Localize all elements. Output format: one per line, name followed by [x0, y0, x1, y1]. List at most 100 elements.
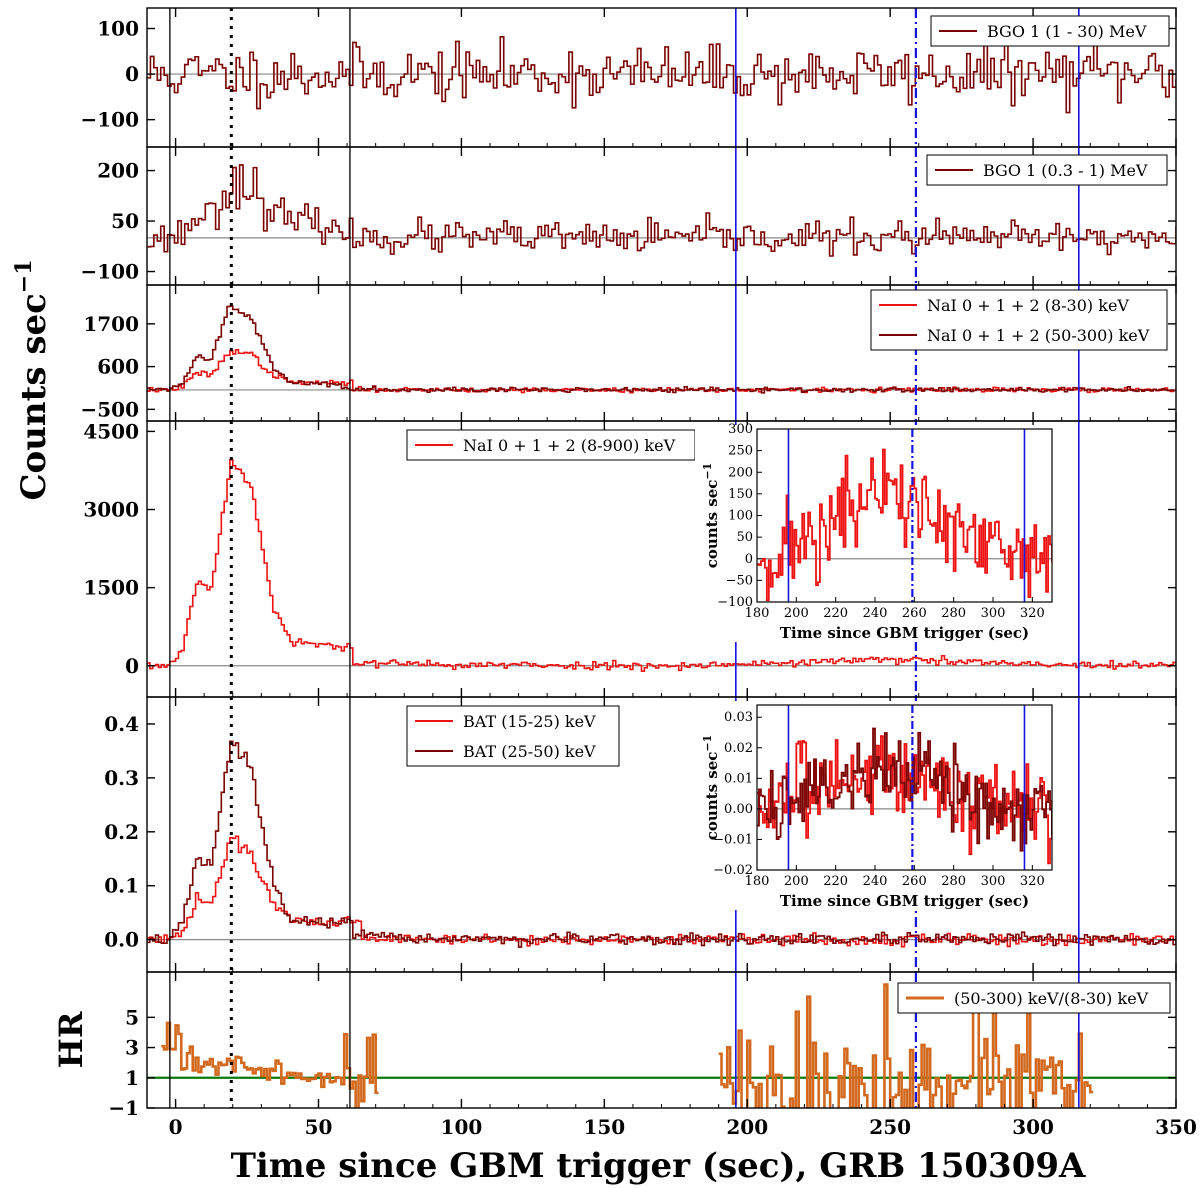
inset-plot-area [757, 705, 1052, 870]
legend-box [406, 705, 620, 767]
inset-y-tick-label: 50 [736, 530, 753, 545]
panel-bat: 0.4 0.3 0.2 0.1 0.0 BAT (15-25) keV BAT (25-50… [104, 696, 1177, 973]
inset-x-tick-label: 240 [863, 874, 888, 889]
inset-y-tick-label: 100 [728, 509, 753, 524]
legend-box [897, 982, 1171, 1014]
inset-series-line-bat-25-50-kev [757, 727, 1052, 852]
plot-area [147, 972, 1176, 1108]
panel-bgo-low: 200 50 −100 BGO 1 (0.3 - 1) MeV [80, 146, 1177, 286]
legend: BAT (15-25) keV BAT (25-50) keV [406, 705, 620, 767]
inset-y-tick-label: 150 [728, 487, 753, 502]
inset-frame [756, 704, 1053, 871]
y-axis-title-text: Counts sec [14, 293, 54, 500]
y-tick-label: 0.3 [104, 766, 139, 790]
inset-y-title: counts sec−1 [701, 463, 721, 569]
inset-y-tick-label: 0.00 [724, 802, 753, 817]
x-tick-label: 250 [869, 1115, 911, 1139]
y-tick-label: −100 [80, 108, 139, 132]
y-tick-label: −500 [80, 397, 139, 421]
inset-y-tick-label: −0.02 [713, 863, 753, 878]
inset-y-tick-label: −50 [726, 573, 753, 588]
hr-axis-title: HR [52, 1011, 90, 1068]
inset-x-tick-label: 300 [981, 606, 1006, 621]
y-tick-label: 0 [125, 654, 139, 678]
plot-area [147, 285, 1176, 421]
x-tick-label: 200 [726, 1115, 768, 1139]
inset-x-tick-label: 200 [784, 874, 809, 889]
y-tick-label: 0.1 [104, 874, 139, 898]
y-tick-label: −1 [108, 1096, 139, 1120]
series-line-nai-0-1-2-8-900-kev [147, 458, 1176, 672]
inset-y-tick-label: −100 [717, 595, 753, 610]
x-tick-label: 0 [169, 1115, 183, 1139]
y-tick-label: 0 [125, 62, 139, 86]
legend-label: NaI 0 + 1 + 2 (8-30) keV [927, 296, 1129, 315]
legend-label: NaI 0 + 1 + 2 (50-300) keV [927, 326, 1150, 345]
inset-plot-area [757, 429, 1052, 602]
inset-y-title-text: counts sec [703, 480, 721, 569]
inset-y-tick-label: 0 [745, 552, 753, 567]
y-tick-label: 1500 [83, 576, 139, 600]
legend: (50-300) keV/(8-30) keV [897, 982, 1171, 1014]
y-tick-label: 200 [97, 159, 139, 183]
x-tick-label: 350 [1155, 1115, 1197, 1139]
inset-x-title: Time since GBM trigger (sec) [780, 892, 1029, 910]
inset-y-tick-label: 0.01 [724, 771, 753, 786]
x-tick-label: 100 [441, 1115, 483, 1139]
legend-box [870, 289, 1168, 351]
inset-x-title: Time since GBM trigger (sec) [780, 624, 1029, 642]
y-axis-title-sup: −1 [11, 259, 37, 293]
y-tick-label: 0.4 [104, 712, 139, 736]
inset-x-tick-label: 280 [941, 606, 966, 621]
series-line-nai-0-1-2-50-300-kev [147, 305, 1176, 394]
legend-label: BGO 1 (1 - 30) MeV [987, 22, 1147, 41]
hr-series-segment-1 [161, 1021, 379, 1108]
inset-x-tick-label: 240 [863, 606, 888, 621]
inset-y-title: counts sec−1 [701, 735, 721, 841]
inset-x-tick-label: 200 [784, 606, 809, 621]
legend-label: BAT (25-50) keV [463, 742, 596, 761]
panel-hardness-ratio: 5 3 1 −1 (50-300) keV/(8-30) keV 0 50 100 150 200… [108, 971, 1197, 1139]
y-tick-label: 0.0 [104, 928, 139, 952]
x-tick-label: 150 [583, 1115, 625, 1139]
inset-y-tick-label: 300 [728, 422, 753, 437]
inset-x-tick-label: 260 [902, 874, 927, 889]
series-line-bat-25-50-kev [147, 740, 1176, 948]
y-tick-label: 3000 [83, 498, 139, 522]
inset-x-tick-label: 260 [902, 606, 927, 621]
legend-label: (50-300) keV/(8-30) keV [954, 989, 1149, 1008]
y-tick-label: 100 [97, 17, 139, 41]
inset-x-tick-label: 300 [981, 874, 1006, 889]
panel-bgo-high: 100 0 −100 BGO 1 (1 - 30) MeV [80, 7, 1177, 148]
inset-x-tick-label: 220 [823, 606, 848, 621]
y-axis-title: Counts sec−1 [11, 259, 54, 500]
inset-background [695, 425, 1058, 642]
inset-y-tick-label: −0.01 [713, 832, 753, 847]
series-line-bgo-1-1-30-mev [147, 36, 1176, 114]
legend-label: NaI 0 + 1 + 2 (8-900) keV [463, 436, 676, 455]
inset-y-title-sup: −1 [701, 735, 714, 752]
inset-x-tick-label: 180 [745, 606, 770, 621]
y-tick-label: 3 [125, 1036, 139, 1060]
x-tick-label: 50 [305, 1115, 333, 1139]
legend: NaI 0 + 1 + 2 (8-900) keV [406, 429, 696, 461]
inset-series-line-nai-0-1-2-8-900-kev [757, 448, 1052, 602]
x-axis-title: Time since GBM trigger (sec), GRB 150309… [231, 1146, 1086, 1186]
inset-x-tick-label: 320 [1020, 874, 1045, 889]
inset-y-tick-label: 250 [728, 444, 753, 459]
inset-y-tick-label: 0.03 [724, 710, 753, 725]
legend-label: BGO 1 (0.3 - 1) MeV [983, 161, 1148, 180]
series-line-bgo-1-0-3-1-mev [147, 164, 1176, 257]
inset-x-tick-label: 280 [941, 874, 966, 889]
x-tick-label: 300 [1012, 1115, 1054, 1139]
legend-label: BAT (15-25) keV [463, 712, 596, 731]
legend: BGO 1 (0.3 - 1) MeV [926, 154, 1168, 186]
y-tick-label: 4500 [83, 419, 139, 443]
inset-y-title-text: counts sec [703, 752, 721, 841]
inset-x-tick-label: 180 [745, 874, 770, 889]
inset-y-tick-label: 200 [728, 465, 753, 480]
